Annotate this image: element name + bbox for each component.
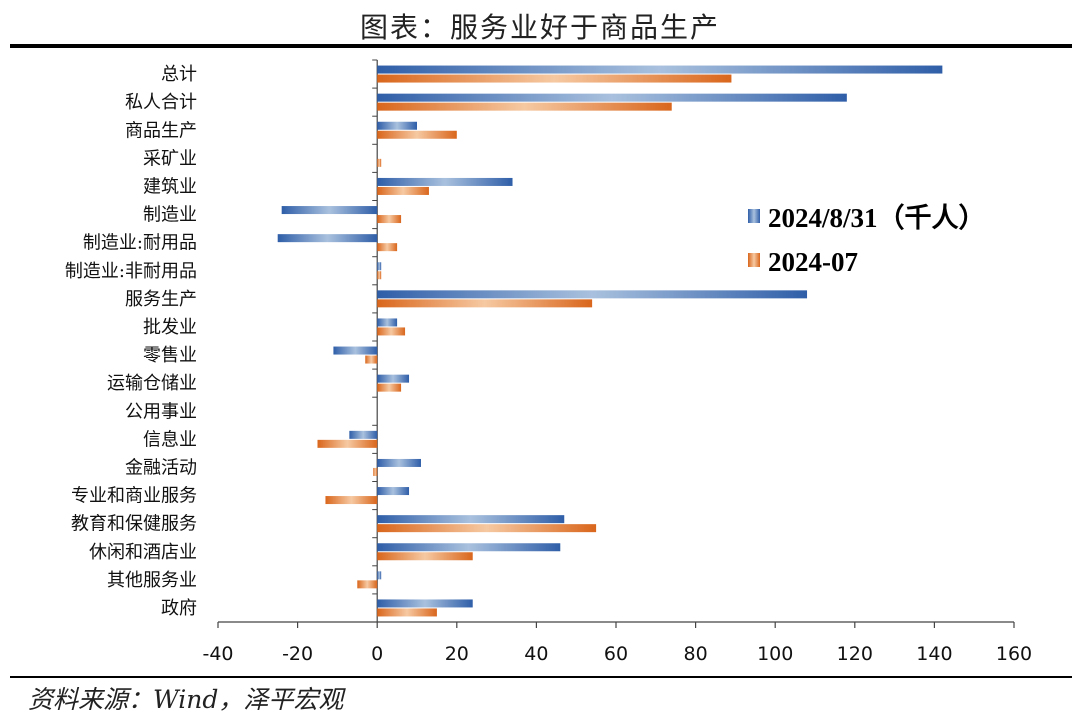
legend-swatch-series-2 (748, 253, 760, 267)
category-label: 制造业 (143, 205, 197, 226)
category-label: 公用事业 (125, 401, 197, 422)
category-label: 服务生产 (125, 289, 197, 310)
bar-series-2 (373, 467, 378, 476)
category-label: 建筑业 (143, 176, 197, 197)
x-tick-label: -20 (282, 643, 313, 665)
x-tick-label: 0 (371, 643, 383, 665)
bar-series-2 (377, 383, 402, 392)
x-tick-label: 160 (996, 643, 1032, 665)
bar-series-1 (349, 430, 378, 439)
bar-series-1 (377, 571, 382, 580)
chart-title: 图表：服务业好于商品生产 (359, 11, 720, 44)
bottom-rule (10, 676, 1072, 678)
x-tick-label: 140 (916, 643, 952, 665)
bar-series-2 (377, 327, 406, 336)
category-label: 运输仓储业 (107, 373, 197, 394)
x-tick-label: 60 (604, 643, 628, 665)
x-tick-label: 100 (757, 643, 793, 665)
category-label: 批发业 (143, 317, 197, 338)
bar-series-2 (377, 74, 732, 83)
bar-series-1 (377, 458, 421, 467)
chart-bars (277, 65, 943, 617)
category-label: 采矿业 (143, 148, 197, 169)
bar-series-1 (281, 206, 378, 215)
bar-series-1 (377, 121, 417, 130)
category-label: 信息业 (143, 429, 197, 450)
bar-series-2 (377, 158, 382, 167)
bar-series-1 (377, 262, 382, 271)
bar-series-2 (377, 130, 457, 139)
bar-series-2 (317, 439, 378, 448)
category-label: 总计 (161, 64, 197, 85)
bar-series-2 (325, 496, 378, 505)
bar-series-1 (377, 374, 410, 383)
bar-series-1 (333, 346, 378, 355)
bar-series-1 (377, 93, 847, 102)
category-label: 零售业 (143, 345, 197, 366)
chart-tick-labels: -40 -20 0 20 40 60 80 100 120 140 160 (202, 643, 1032, 665)
bar-series-1 (377, 487, 410, 496)
bar-series-2 (365, 355, 378, 364)
bar-series-1 (377, 543, 561, 552)
legend-swatch-series-1 (748, 209, 760, 223)
category-label: 教育和保健服务 (71, 514, 197, 535)
category-label: 制造业:非耐用品 (65, 261, 197, 282)
bar-series-1 (377, 599, 473, 608)
x-tick-label: 120 (837, 643, 873, 665)
chart-category-labels: 总计私人合计商品生产采矿业建筑业制造业制造业:耐用品制造业:非耐用品服务生产批发… (65, 64, 197, 619)
bar-series-2 (377, 243, 398, 252)
chart-legend: 2024/8/31（千人） 2024-07 (748, 203, 986, 277)
bar-series-2 (377, 215, 402, 224)
bar-series-1 (377, 65, 943, 74)
chart-axes (217, 59, 1015, 628)
bar-series-2 (377, 524, 597, 533)
category-label: 休闲和酒店业 (89, 542, 197, 563)
legend-label-series-1: 2024/8/31（千人） (768, 203, 986, 233)
category-label: 其他服务业 (107, 570, 197, 591)
bar-series-1 (377, 515, 565, 524)
bar-series-1 (277, 234, 378, 243)
category-label: 政府 (161, 598, 197, 619)
bar-series-2 (357, 580, 378, 589)
x-tick-label: 80 (684, 643, 708, 665)
bar-series-1 (377, 177, 513, 186)
category-label: 制造业:耐用品 (83, 233, 197, 254)
category-label: 商品生产 (125, 120, 197, 141)
legend-label-series-2: 2024-07 (768, 247, 858, 277)
x-tick-label: 40 (524, 643, 548, 665)
bar-series-2 (377, 186, 429, 195)
bar-series-1 (377, 290, 808, 299)
bar-series-2 (377, 299, 593, 308)
x-tick-label: 20 (445, 643, 469, 665)
category-label: 金融活动 (125, 457, 197, 478)
x-tick-label: -40 (202, 643, 233, 665)
source-note: 资料来源：Wind，泽平宏观 (28, 685, 344, 714)
bar-series-2 (377, 608, 437, 617)
bar-series-2 (377, 552, 473, 561)
bar-series-1 (377, 318, 398, 327)
category-label: 私人合计 (125, 92, 197, 113)
category-label: 专业和商业服务 (71, 486, 197, 507)
top-rule (10, 44, 1072, 48)
bar-series-2 (377, 102, 672, 111)
bar-series-2 (377, 271, 382, 280)
